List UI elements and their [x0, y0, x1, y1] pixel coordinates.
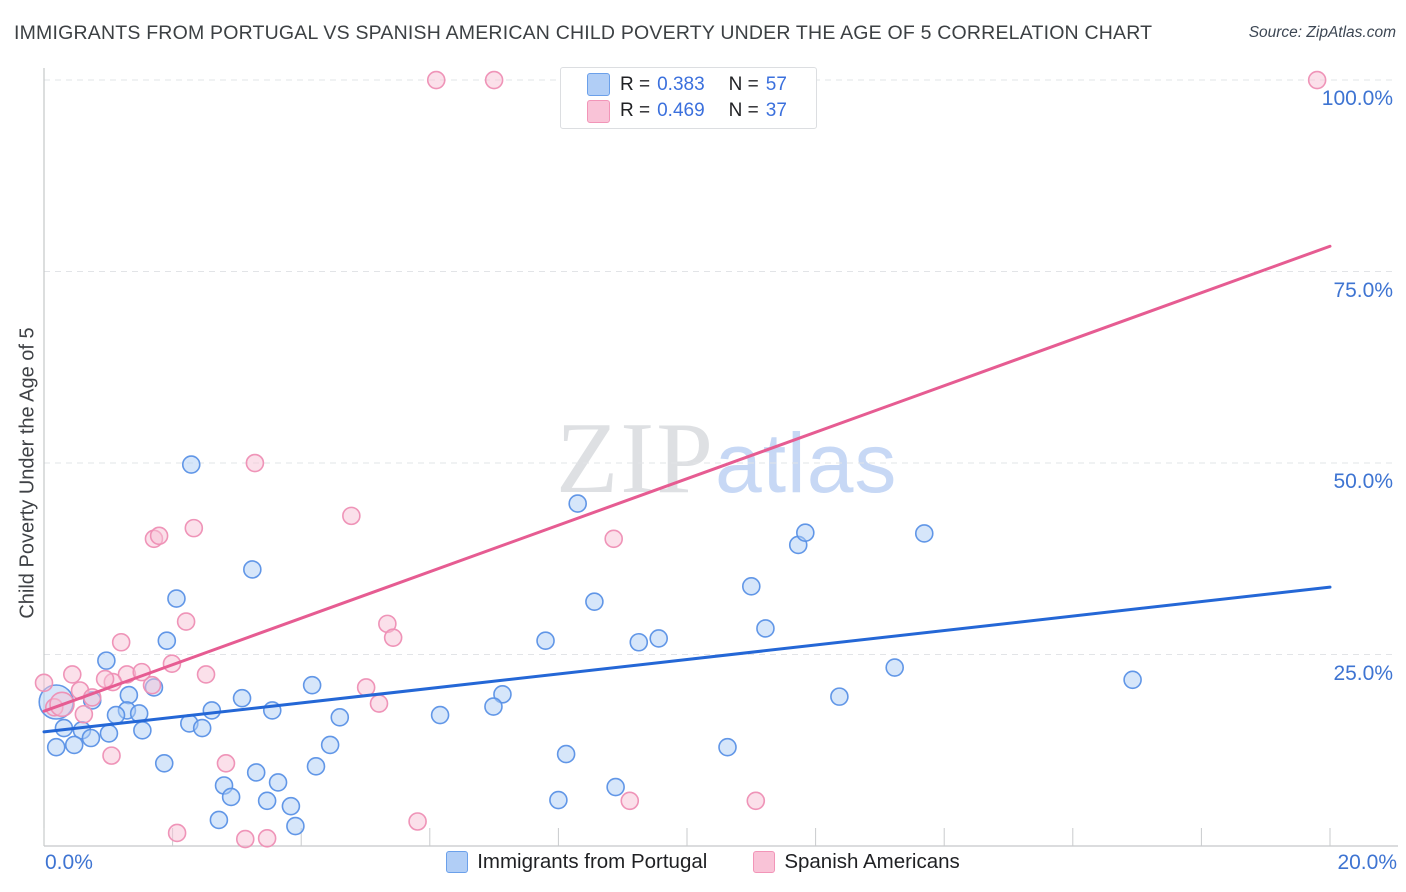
pink-series-swatch-icon	[587, 99, 610, 123]
r-label: R =	[620, 73, 651, 95]
y-axis-title: Child Poverty Under the Age of 5	[16, 327, 39, 619]
legend-row-spanish: R = 0.469 N = 37	[587, 99, 816, 123]
correlation-legend-box: R = 0.383 N = 57 R = 0.469 N = 37	[560, 67, 817, 129]
legend-label-spanish: Spanish Americans	[784, 850, 960, 873]
y-tick-label-100: 100.0%	[1321, 87, 1393, 111]
blue-series-swatch-icon	[446, 851, 469, 873]
blue-trend-line	[42, 585, 1332, 734]
legend-label-portugal: Immigrants from Portugal	[477, 850, 708, 873]
n-label: N =	[728, 100, 759, 122]
r-label: R =	[620, 100, 651, 122]
legend-item-portugal: Immigrants from Portugal	[446, 850, 707, 874]
n-value: 57	[765, 73, 787, 95]
y-tick-label-75: 75.0%	[1333, 278, 1393, 302]
source-attribution: Source: ZipAtlas.com	[1248, 24, 1396, 41]
r-value: 0.383	[657, 73, 705, 95]
n-value: 37	[765, 100, 787, 122]
axes	[43, 68, 1398, 847]
x-tick-label-0: 0.0%	[45, 851, 93, 874]
blue-series-swatch-icon	[587, 73, 610, 97]
blue-points-group	[38, 455, 1142, 836]
n-label: N =	[728, 73, 759, 95]
page-title: IMMIGRANTS FROM PORTUGAL VS SPANISH AMER…	[14, 22, 1153, 44]
legend-row-portugal: R = 0.383 N = 57	[587, 73, 816, 97]
watermark-zip-text: ZIP	[556, 402, 715, 515]
r-value: 0.469	[657, 100, 705, 122]
pink-series-swatch-icon	[753, 851, 776, 873]
pink-points-group	[34, 70, 1327, 849]
y-tick-label-50: 50.0%	[1333, 470, 1393, 493]
series-legend: Immigrants from Portugal Spanish America…	[0, 850, 1406, 874]
pink-trend-line	[42, 244, 1332, 713]
y-tick-label-25: 25.0%	[1333, 661, 1393, 685]
legend-item-spanish: Spanish Americans	[753, 850, 960, 874]
x-tick-label-20: 20.0%	[1337, 851, 1397, 874]
